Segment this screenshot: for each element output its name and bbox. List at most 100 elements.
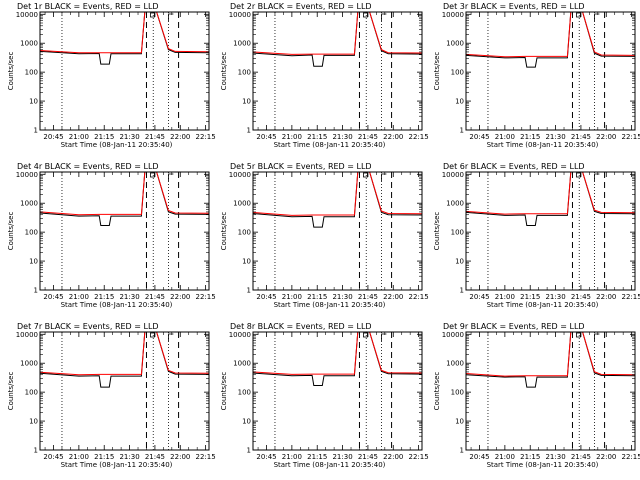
x-tick-label: 20:45 bbox=[43, 293, 63, 301]
panel-title: Det 9r BLACK = Events, RED = LLD bbox=[443, 322, 585, 331]
y-tick-label: 10000 bbox=[229, 171, 251, 179]
y-tick-label: 10000 bbox=[229, 11, 251, 19]
x-tick-label: 21:45 bbox=[358, 293, 378, 301]
y-tick-label: 1000 bbox=[233, 200, 251, 208]
y-tick-label: 1 bbox=[34, 447, 38, 455]
y-axis-label: Counts/sec bbox=[7, 372, 15, 411]
plot-frame bbox=[39, 11, 210, 131]
x-tick-label: 22:15 bbox=[196, 293, 216, 301]
x-tick-label: 21:30 bbox=[119, 133, 139, 141]
y-tick-label: 10000 bbox=[442, 11, 464, 19]
x-tick-label: 20:45 bbox=[256, 293, 276, 301]
y-tick-label: 1 bbox=[34, 127, 38, 135]
series-black-events bbox=[40, 332, 209, 388]
panel-title: Det 1r BLACK = Events, RED = LLD bbox=[17, 2, 159, 11]
x-tick-label: 21:30 bbox=[545, 293, 565, 301]
panel-1: Det 1r BLACK = Events, RED = LLD 1 10 100 10… bbox=[7, 2, 216, 149]
x-tick-label: 22:15 bbox=[622, 453, 640, 461]
y-tick-label: 10000 bbox=[16, 331, 38, 339]
series-black-events bbox=[466, 172, 635, 226]
x-tick-label: 22:00 bbox=[383, 453, 403, 461]
series-red-lld bbox=[466, 12, 635, 58]
x-tick-label: 21:15 bbox=[520, 133, 540, 141]
x-tick-label: 21:00 bbox=[69, 453, 89, 461]
series-red-lld bbox=[466, 172, 635, 215]
x-tick-label: 21:15 bbox=[307, 293, 327, 301]
x-tick-label: 22:00 bbox=[170, 133, 190, 141]
x-tick-label: 22:15 bbox=[409, 453, 429, 461]
x-tick-label: 21:00 bbox=[495, 453, 515, 461]
box-marker bbox=[363, 332, 368, 338]
series-black-events bbox=[40, 12, 209, 65]
series-black-events bbox=[466, 332, 635, 388]
panel-3: Det 3r BLACK = Events, RED = LLD 1 10 100 10… bbox=[433, 2, 640, 149]
y-tick-label: 1 bbox=[460, 447, 464, 455]
series-red-lld bbox=[40, 172, 209, 216]
x-tick-label: 22:00 bbox=[596, 293, 616, 301]
x-tick-label: 22:15 bbox=[409, 293, 429, 301]
panel-7: Det 7r BLACK = Events, RED = LLD 1 10 100 10… bbox=[7, 322, 216, 469]
panel-5: Det 5r BLACK = Events, RED = LLD 1 10 100 10… bbox=[220, 162, 429, 309]
panel-title: Det 7r BLACK = Events, RED = LLD bbox=[17, 322, 159, 331]
x-tick-label: 22:15 bbox=[409, 133, 429, 141]
x-tick-label: 22:00 bbox=[170, 293, 190, 301]
x-tick-label: 20:45 bbox=[469, 453, 489, 461]
x-axis-label: Start Time (08-Jan-11 20:35:40) bbox=[487, 461, 599, 469]
bracket-marker bbox=[168, 13, 174, 21]
x-tick-label: 21:00 bbox=[69, 133, 89, 141]
x-axis-label: Start Time (08-Jan-11 20:35:40) bbox=[274, 461, 386, 469]
series-black-events bbox=[253, 12, 422, 67]
y-tick-label: 1 bbox=[247, 127, 251, 135]
x-tick-label: 21:15 bbox=[307, 453, 327, 461]
y-tick-label: 10 bbox=[455, 98, 464, 106]
y-tick-label: 1 bbox=[460, 287, 464, 295]
box-marker bbox=[150, 12, 155, 18]
y-tick-label: 1000 bbox=[20, 200, 38, 208]
series-black-events bbox=[253, 332, 422, 386]
y-tick-label: 10 bbox=[242, 258, 251, 266]
series-red-lld bbox=[466, 332, 635, 377]
box-marker bbox=[363, 172, 368, 178]
x-tick-label: 21:45 bbox=[571, 293, 591, 301]
bracket-marker bbox=[594, 333, 600, 341]
y-tick-label: 10 bbox=[242, 418, 251, 426]
x-tick-label: 20:45 bbox=[256, 453, 276, 461]
box-marker bbox=[150, 172, 155, 178]
x-tick-label: 21:00 bbox=[69, 293, 89, 301]
x-tick-label: 21:30 bbox=[545, 453, 565, 461]
x-tick-label: 21:15 bbox=[520, 293, 540, 301]
y-tick-label: 10 bbox=[29, 418, 38, 426]
box-marker bbox=[576, 172, 581, 178]
y-tick-label: 1 bbox=[247, 447, 251, 455]
plot-frame bbox=[39, 331, 210, 451]
x-tick-label: 21:45 bbox=[145, 293, 165, 301]
y-axis-label: Counts/sec bbox=[433, 372, 441, 411]
y-tick-label: 1 bbox=[247, 287, 251, 295]
y-tick-label: 10 bbox=[455, 418, 464, 426]
y-axis-label: Counts/sec bbox=[220, 212, 228, 251]
y-tick-label: 1000 bbox=[446, 200, 464, 208]
y-tick-label: 1000 bbox=[233, 40, 251, 48]
x-axis-label: Start Time (08-Jan-11 20:35:40) bbox=[61, 301, 173, 309]
bracket-marker bbox=[594, 173, 600, 181]
plot-frame bbox=[252, 331, 423, 451]
y-axis-label: Counts/sec bbox=[433, 212, 441, 251]
y-tick-label: 100 bbox=[25, 69, 38, 77]
y-tick-label: 10000 bbox=[229, 331, 251, 339]
series-black-events bbox=[466, 12, 635, 68]
x-tick-label: 21:30 bbox=[545, 133, 565, 141]
x-tick-label: 21:45 bbox=[358, 453, 378, 461]
x-tick-label: 21:45 bbox=[571, 133, 591, 141]
x-tick-label: 21:00 bbox=[495, 133, 515, 141]
x-tick-label: 21:45 bbox=[358, 133, 378, 141]
box-marker bbox=[150, 332, 155, 338]
y-tick-label: 1000 bbox=[233, 360, 251, 368]
plot-frame bbox=[465, 171, 636, 291]
y-tick-label: 10000 bbox=[442, 331, 464, 339]
series-black-events bbox=[40, 172, 209, 226]
series-red-lld bbox=[253, 332, 422, 375]
x-tick-label: 21:30 bbox=[119, 293, 139, 301]
x-axis-label: Start Time (08-Jan-11 20:35:40) bbox=[61, 141, 173, 149]
x-tick-label: 21:00 bbox=[282, 293, 302, 301]
panel-9: Det 9r BLACK = Events, RED = LLD 1 10 100 10… bbox=[433, 322, 640, 469]
